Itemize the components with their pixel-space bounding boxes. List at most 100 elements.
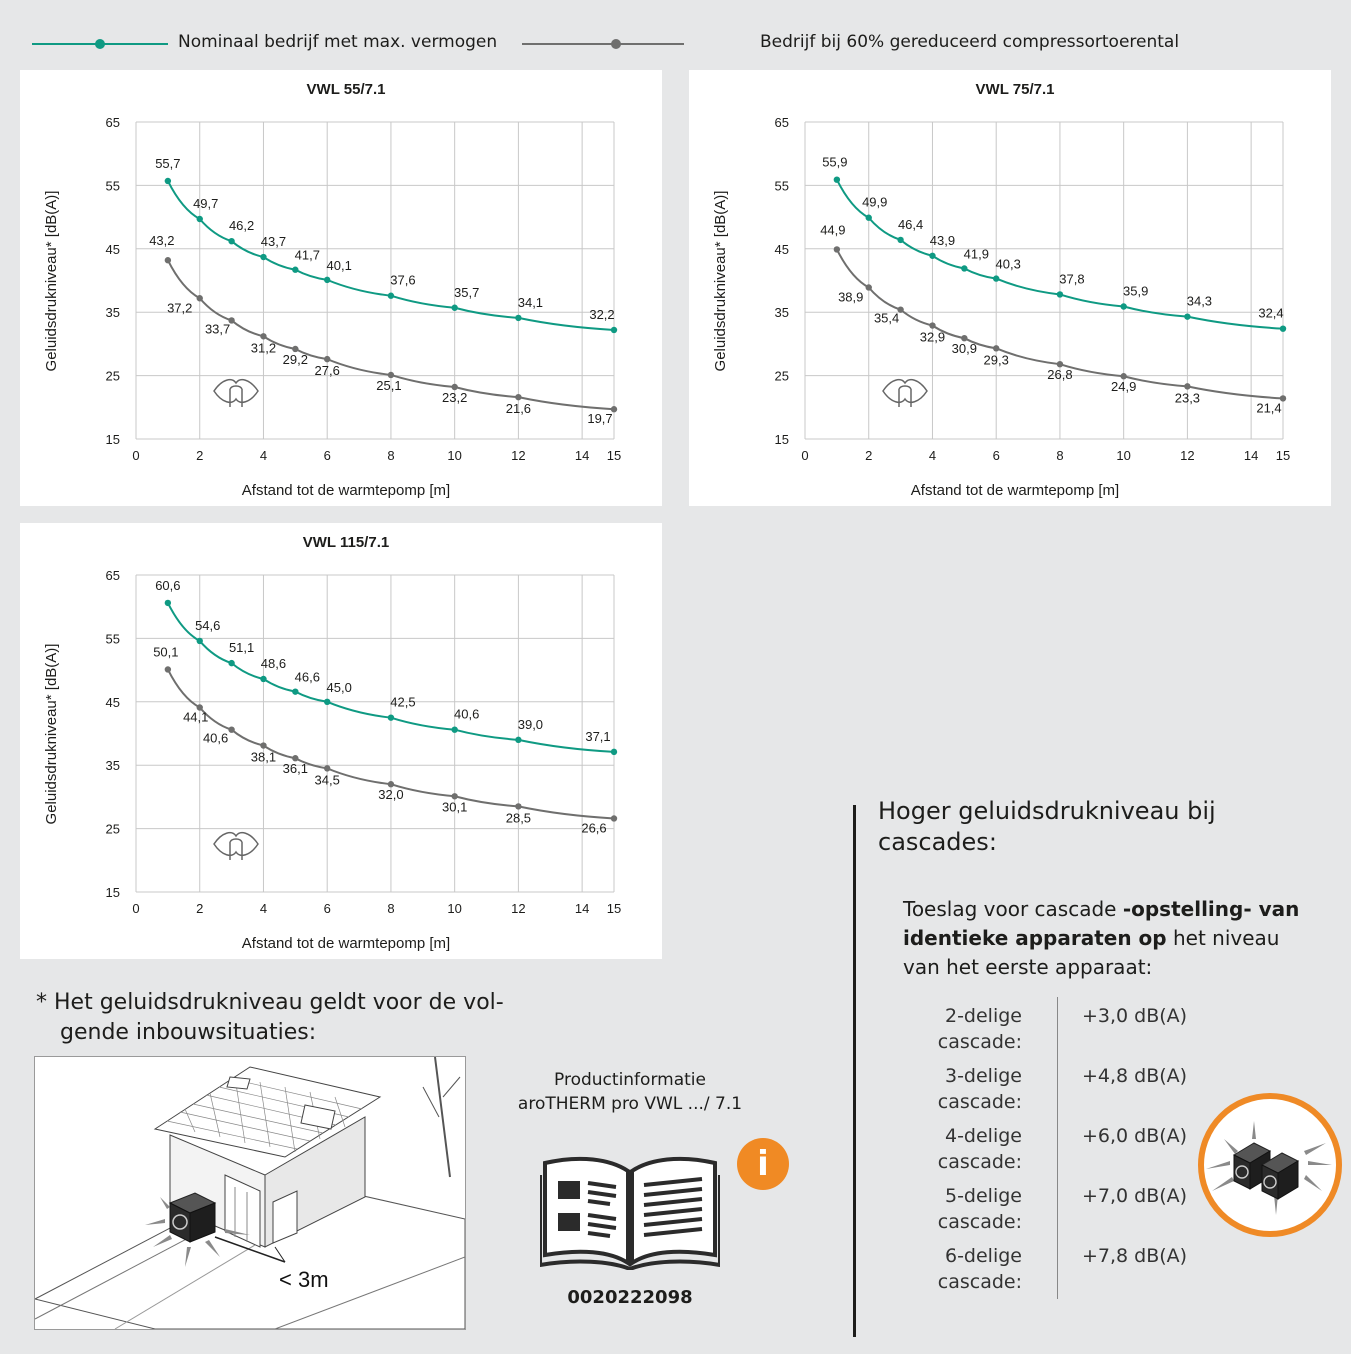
- y-tick-label: 45: [106, 695, 120, 710]
- data-point: [865, 214, 872, 221]
- data-label: 45,0: [327, 680, 352, 695]
- chart-vwl-55: VWL 55/7.1 15 25 35 45 55 65 0 2 4 6 8 10 12 14 15 Afsta…: [43, 81, 621, 499]
- heat-pump-unit-icon: [145, 1192, 250, 1267]
- x-tick-label: 4: [260, 901, 267, 916]
- data-label: 25,1: [376, 378, 401, 393]
- data-label: 40,6: [454, 707, 479, 722]
- data-label: 19,7: [587, 411, 612, 426]
- y-tick-label: 55: [775, 178, 789, 193]
- x-tick-label: 2: [196, 448, 203, 463]
- lips-outline: [213, 378, 259, 404]
- x-tick-label: 8: [387, 448, 394, 463]
- y-axis-label: Geluidsdrukniveau* [dB(A)]: [43, 644, 60, 825]
- data-label: 46,4: [898, 217, 923, 232]
- data-point: [196, 295, 203, 302]
- sound-lips-icon: [882, 378, 928, 407]
- data-label: 28,5: [506, 810, 531, 825]
- data-point: [1056, 291, 1064, 298]
- data-point: [387, 714, 395, 721]
- series-line: [166, 259, 615, 411]
- x-tick-label: 8: [1056, 448, 1063, 463]
- series-line: [166, 180, 615, 331]
- data-point: [292, 688, 299, 695]
- series-line: [835, 179, 1284, 330]
- chart-panel-vwl-55: VWL 55/7.1 15 25 35 45 55 65 0 2 4 6 8 10 12 14 15 Afsta…: [20, 70, 662, 506]
- data-point: [451, 793, 458, 800]
- data-label: 40,3: [996, 257, 1021, 272]
- data-label: 32,4: [1258, 306, 1283, 321]
- data-label: 40,6: [203, 731, 228, 746]
- data-label: 34,5: [315, 772, 340, 787]
- data-label: 50,1: [153, 644, 178, 659]
- cascade-row-value: +7,8 dB(A): [1082, 1245, 1188, 1267]
- y-tick-label: 65: [775, 115, 789, 130]
- data-point: [451, 304, 458, 311]
- data-point: [515, 736, 522, 744]
- x-axis-label: Afstand tot de warmtepomp [m]: [242, 935, 450, 952]
- lips-inner: [229, 385, 243, 407]
- y-tick-label: 15: [106, 432, 120, 447]
- x-tick-label: 8: [387, 901, 394, 916]
- y-tick-label: 15: [775, 432, 789, 447]
- data-label: 21,4: [1256, 400, 1281, 415]
- cascade-description-bold: -opstelling- van identieke apparaten op: [903, 897, 1300, 950]
- data-point: [1120, 303, 1127, 310]
- y-axis-label: Geluidsdrukniveau* [dB(A)]: [43, 191, 60, 372]
- data-label: 60,6: [155, 578, 180, 593]
- product-info-line-2: aroTHERM pro VWL .../ 7.1: [517, 1094, 743, 1114]
- data-label: 55,9: [822, 155, 847, 170]
- data-label: 37,6: [390, 273, 415, 288]
- x-tick-label: 2: [196, 901, 203, 916]
- y-tick-label: 45: [775, 242, 789, 257]
- data-label: 41,9: [964, 246, 989, 261]
- installation-note-line-1: * Het geluidsdrukniveau geldt voor de vo…: [36, 990, 504, 1015]
- manual-book-icon: [540, 1156, 720, 1270]
- cascade-row-label: 2-delige cascade:: [937, 1005, 1022, 1053]
- x-tick-label: 14: [1244, 448, 1258, 463]
- data-point: [260, 253, 267, 261]
- cascade-row-label: 4-delige cascade:: [937, 1125, 1022, 1173]
- data-point: [292, 755, 299, 762]
- data-label: 44,1: [183, 710, 208, 725]
- y-tick-label: 65: [106, 568, 120, 583]
- data-point: [228, 659, 235, 667]
- distance-label: < 3m: [279, 1267, 329, 1292]
- data-point: [961, 334, 968, 342]
- x-tick-label: 6: [324, 901, 331, 916]
- cascade-row-label: 6-delige cascade:: [937, 1245, 1022, 1293]
- x-tick-label: 0: [132, 901, 139, 916]
- installation-illustration: < 3m: [34, 1056, 466, 1330]
- data-point: [1184, 313, 1191, 320]
- data-label: 49,9: [862, 195, 887, 210]
- data-label: 40,1: [327, 258, 352, 273]
- data-point: [164, 257, 172, 264]
- data-point: [260, 333, 267, 340]
- data-label: 49,7: [193, 196, 218, 211]
- data-point: [387, 371, 395, 379]
- data-label: 48,6: [261, 656, 286, 671]
- y-tick-label: 35: [775, 305, 789, 320]
- x-tick-label: 0: [132, 448, 139, 463]
- y-tick-label: 55: [106, 631, 120, 646]
- data-point: [196, 637, 203, 645]
- y-tick-label: 25: [775, 369, 789, 384]
- x-tick-label: 15: [607, 901, 621, 916]
- data-point: [292, 345, 299, 353]
- product-number: 0020222098: [567, 1287, 693, 1308]
- data-point: [196, 215, 203, 223]
- data-point: [260, 675, 267, 683]
- y-tick-label: 25: [106, 369, 120, 384]
- data-label: 31,2: [251, 340, 276, 355]
- data-point: [961, 265, 968, 272]
- installation-note: * Het geluidsdrukniveau geldt voor de vo…: [36, 988, 596, 1048]
- y-tick-label: 45: [106, 242, 120, 257]
- data-point: [515, 803, 522, 810]
- data-point: [292, 266, 299, 273]
- x-tick-label: 4: [260, 448, 267, 463]
- x-tick-label: 10: [447, 448, 461, 463]
- data-point: [387, 781, 395, 788]
- data-label: 37,2: [167, 300, 192, 315]
- data-label: 37,1: [585, 729, 610, 744]
- house-illustration: < 3m: [35, 1057, 465, 1329]
- y-tick-label: 25: [106, 822, 120, 837]
